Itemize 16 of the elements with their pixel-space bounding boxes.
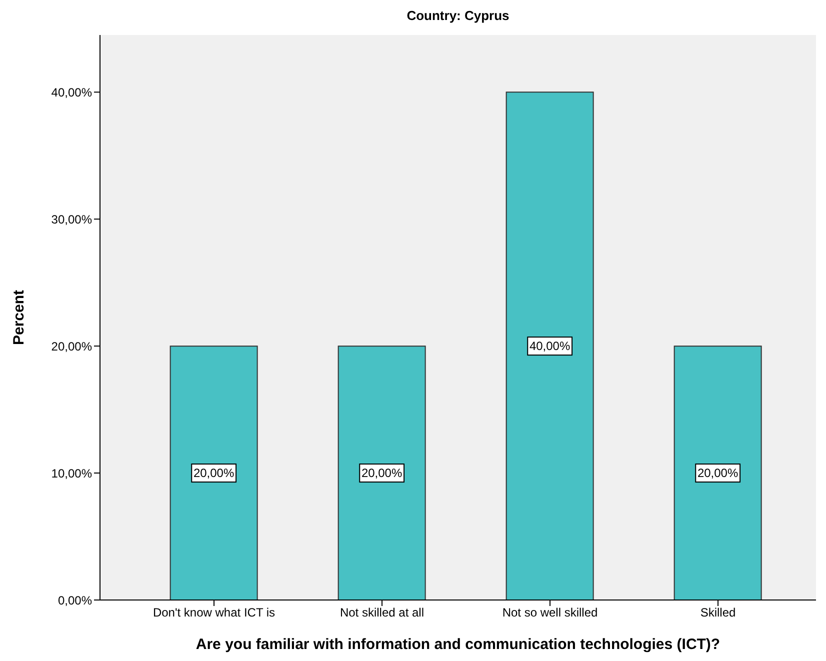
y-tick-label: 20,00% bbox=[51, 339, 92, 354]
x-axis-title: Are you familiar with information and communication technologies (ICT)? bbox=[196, 636, 720, 653]
y-tick-label: 30,00% bbox=[51, 212, 92, 226]
y-tick-label: 10,00% bbox=[51, 466, 92, 480]
data-label: 20,00% bbox=[193, 466, 234, 480]
data-label: 20,00% bbox=[361, 466, 402, 480]
y-tick-label: 40,00% bbox=[51, 85, 92, 100]
x-tick-label: Not so well skilled bbox=[502, 606, 598, 620]
x-tick-label: Not skilled at all bbox=[340, 606, 424, 620]
chart-title: Country: Cyprus bbox=[406, 8, 510, 23]
x-tick-label: Skilled bbox=[700, 606, 736, 620]
y-tick-label: 0,00% bbox=[58, 593, 92, 608]
data-label: 40,00% bbox=[529, 339, 570, 354]
x-tick-label: Don't know what ICT is bbox=[152, 606, 276, 620]
data-label: 20,00% bbox=[697, 466, 738, 480]
y-axis-title: Percent bbox=[10, 290, 28, 346]
